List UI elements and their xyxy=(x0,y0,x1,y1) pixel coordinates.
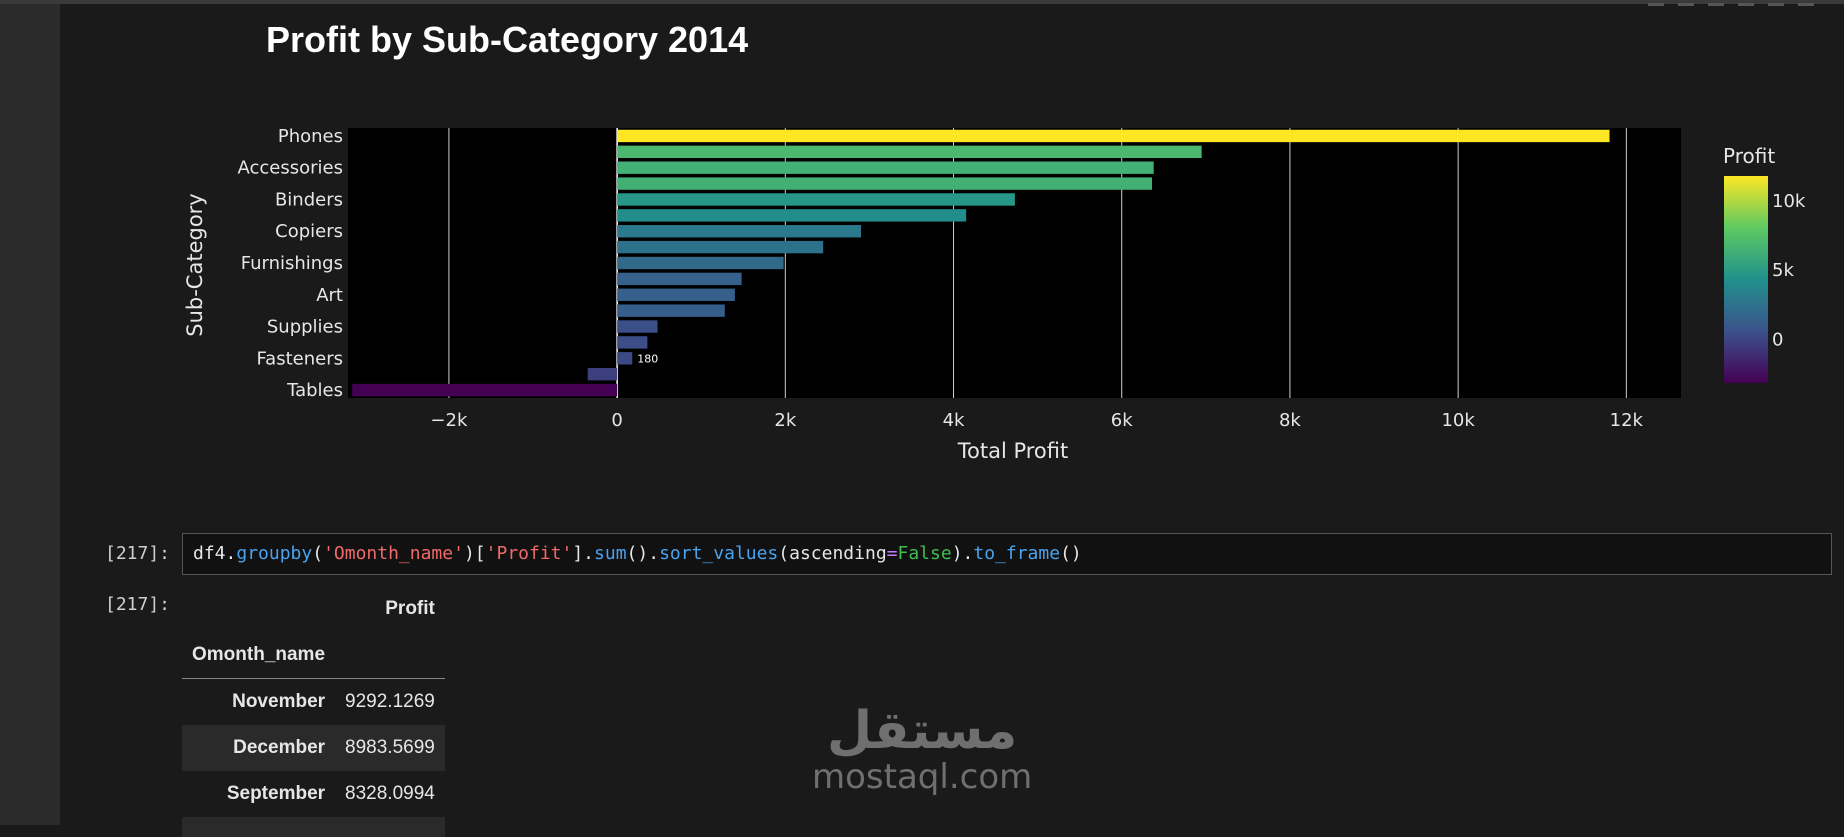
y-tick-label: Phones xyxy=(278,126,343,147)
bar xyxy=(617,272,742,286)
cell-input-prompt: [217]: xyxy=(105,543,171,564)
y-tick-label: Binders xyxy=(275,189,343,210)
bar xyxy=(352,383,618,397)
bar xyxy=(617,161,1154,174)
watermark: مستقل mostaql.com xyxy=(812,705,1032,797)
y-tick-label: Accessories xyxy=(238,158,344,179)
bar xyxy=(617,320,658,333)
y-tick-label: Furnishings xyxy=(241,253,343,274)
row-value-cut xyxy=(335,817,445,837)
row-value: 8983.5699 xyxy=(345,737,435,758)
x-tick-label: 6k xyxy=(1111,410,1133,431)
cell-output-prompt: [217]: xyxy=(105,594,171,615)
watermark-latin: mostaql.com xyxy=(812,757,1033,797)
code-token: groupby xyxy=(236,543,313,564)
code-token: = xyxy=(886,543,898,564)
code-token: () xyxy=(1060,543,1082,564)
toolbar-icon[interactable] xyxy=(1708,3,1724,6)
code-token: sort_values xyxy=(659,543,779,564)
colorbar xyxy=(1724,176,1768,383)
code-token: (). xyxy=(626,543,660,564)
bar xyxy=(617,225,862,238)
index-name: Omonth_name xyxy=(182,632,336,679)
colorbar-tick-label: 0 xyxy=(1772,329,1783,350)
code-token: 'Profit' xyxy=(485,543,573,564)
x-tick-label: −2k xyxy=(430,410,468,431)
code-token: False xyxy=(897,543,952,564)
index-name-spacer xyxy=(335,632,445,679)
y-axis-title: Sub-Category xyxy=(183,193,207,336)
colorbar-title: Profit xyxy=(1723,144,1775,168)
plot-toolbar[interactable] xyxy=(1648,0,1814,10)
top-border xyxy=(0,0,1844,4)
column-header-profit: Profit xyxy=(385,598,435,619)
dataframe-output: Profit Omonth_name November 9292.1269 De… xyxy=(182,586,445,837)
bar xyxy=(617,193,1015,206)
x-tick-label: 4k xyxy=(943,410,965,431)
code-cell-input[interactable]: df4.groupby('Omonth_name')['Profit'].sum… xyxy=(182,533,1832,575)
profit-bar-chart: Profit by Sub-Category 2014 180 Phones Ac… xyxy=(183,19,1806,463)
row-label: December xyxy=(233,737,326,758)
table-row: September 8328.0994 xyxy=(182,771,445,817)
y-tick-label: Copiers xyxy=(275,221,343,242)
code-token: df4 xyxy=(193,543,226,564)
x-axis-title: Total Profit xyxy=(957,439,1069,463)
row-label: September xyxy=(226,783,326,804)
code-token: ( xyxy=(312,543,324,564)
code-token: ). xyxy=(951,543,974,564)
table-row: December 8983.5699 xyxy=(182,725,445,771)
code-token: 'Omonth_name' xyxy=(323,543,464,564)
toolbar-icon[interactable] xyxy=(1798,3,1814,6)
code-token: . xyxy=(225,543,237,564)
y-tick-label: Fasteners xyxy=(256,348,343,369)
code-token: )[ xyxy=(463,543,486,564)
toolbar-icon[interactable] xyxy=(1738,3,1754,6)
x-tick-label: 8k xyxy=(1279,410,1301,431)
colorbar-tick-label: 5k xyxy=(1772,260,1794,281)
y-tick-label: Art xyxy=(316,285,343,306)
toolbar-icon[interactable] xyxy=(1648,3,1664,6)
watermark-arabic: مستقل xyxy=(827,701,1018,761)
colorbar-tick-label: 10k xyxy=(1772,191,1806,212)
x-tick-label: 10k xyxy=(1441,410,1475,431)
row-value: 9292.1269 xyxy=(345,691,435,712)
bar xyxy=(617,129,1610,143)
chart-title: Profit by Sub-Category 2014 xyxy=(266,19,748,60)
code-token: ]. xyxy=(572,543,595,564)
data-label: 180 xyxy=(637,352,658,365)
row-label: November xyxy=(232,691,326,712)
y-tick-label: Supplies xyxy=(267,317,343,338)
code-token: (ascending xyxy=(778,543,887,564)
bar xyxy=(617,240,824,254)
table-row-partial xyxy=(182,817,445,837)
bar xyxy=(617,336,648,349)
table-row: November 9292.1269 xyxy=(182,679,445,726)
bar xyxy=(617,209,967,222)
toolbar-icon[interactable] xyxy=(1768,3,1784,6)
index-header-blank xyxy=(182,586,335,632)
notebook-gutter xyxy=(0,0,60,825)
x-tick-label: 2k xyxy=(774,410,796,431)
row-label-cut xyxy=(182,817,335,837)
bar xyxy=(617,256,784,270)
code-token: to_frame xyxy=(973,543,1061,564)
code-token: sum xyxy=(594,543,627,564)
toolbar-icon[interactable] xyxy=(1678,3,1694,6)
row-value: 8328.0994 xyxy=(345,783,435,804)
bar xyxy=(617,352,633,365)
x-tick-label: 0 xyxy=(611,410,622,431)
x-tick-label: 12k xyxy=(1610,410,1644,431)
y-tick-label: Tables xyxy=(286,380,343,401)
bar xyxy=(617,145,1202,159)
bar xyxy=(587,367,618,381)
bar xyxy=(617,288,735,301)
bar xyxy=(617,177,1153,190)
bar xyxy=(617,304,725,317)
